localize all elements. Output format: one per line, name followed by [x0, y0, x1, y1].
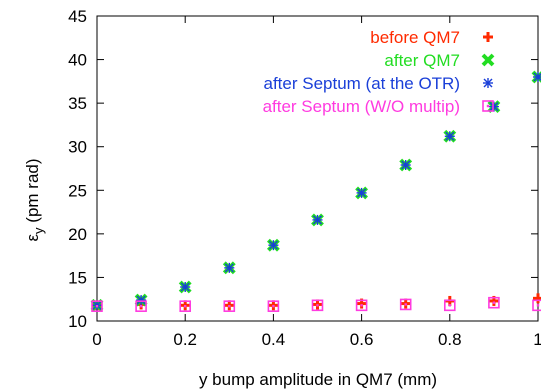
data-point	[136, 295, 147, 306]
x-tick-label: 0.2	[173, 330, 197, 349]
data-point	[180, 282, 191, 293]
y-tick-label: 25	[68, 181, 87, 200]
data-point	[444, 131, 455, 142]
data-point	[400, 160, 411, 171]
y-tick-label: 30	[68, 138, 87, 157]
plot-area	[96, 15, 539, 322]
series-3	[91, 296, 541, 312]
data-point	[355, 299, 368, 312]
legend-marker	[482, 100, 494, 112]
y-axis-label-symbol: ε	[23, 234, 42, 242]
data-point	[488, 296, 500, 309]
data-point	[91, 300, 103, 312]
data-point	[179, 300, 191, 312]
y-tick-label: 20	[68, 225, 87, 244]
data-point	[223, 300, 236, 312]
x-tick-label: 0.4	[262, 330, 286, 349]
y-tick-label: 15	[68, 268, 87, 287]
data-point	[532, 299, 541, 312]
legend: before QM7 after QM7 after Septum (at the …	[263, 28, 495, 116]
axis-ticks: 0 0.2 0.4 0.6 0.8 1 10 15 20 25 30 35 40 45	[68, 7, 541, 349]
x-tick-label: 0.8	[438, 330, 462, 349]
y-axis-label-unit: (pm rad)	[23, 158, 42, 227]
data-point	[311, 299, 324, 312]
plot-frame	[96, 15, 539, 322]
legend-label: before QM7	[370, 28, 460, 47]
y-tick-label: 35	[68, 94, 87, 113]
y-tick-label: 40	[68, 51, 87, 70]
legend-label: after Septum (W/O multip)	[263, 97, 460, 116]
y-tick-label: 45	[68, 7, 87, 26]
x-tick-label: 0	[92, 330, 101, 349]
data-point	[224, 262, 235, 273]
data-point	[135, 300, 147, 312]
y-axis-label: εy (pm rad)	[23, 158, 46, 241]
x-axis-label: y bump amplitude in QM7 (mm)	[199, 370, 437, 389]
x-tick-label: 1	[533, 330, 541, 349]
y-tick-label: 10	[68, 312, 87, 331]
legend-label: after QM7	[384, 51, 460, 70]
data-point	[356, 187, 367, 198]
data-point	[312, 214, 323, 225]
legend-marker	[483, 32, 493, 42]
data-point	[488, 101, 499, 112]
data-point	[443, 299, 456, 312]
legend-marker	[481, 53, 495, 67]
data-point	[268, 240, 279, 251]
legend-marker	[483, 78, 493, 88]
series-0	[92, 293, 541, 311]
x-tick-label: 0.6	[350, 330, 374, 349]
data-point	[267, 300, 280, 312]
y-axis-label-subscript: y	[31, 227, 46, 234]
data-points	[90, 70, 541, 312]
series-2	[92, 72, 541, 311]
data-point	[533, 293, 541, 304]
data-point	[399, 298, 412, 311]
legend-label: after Septum (at the OTR)	[263, 74, 460, 93]
